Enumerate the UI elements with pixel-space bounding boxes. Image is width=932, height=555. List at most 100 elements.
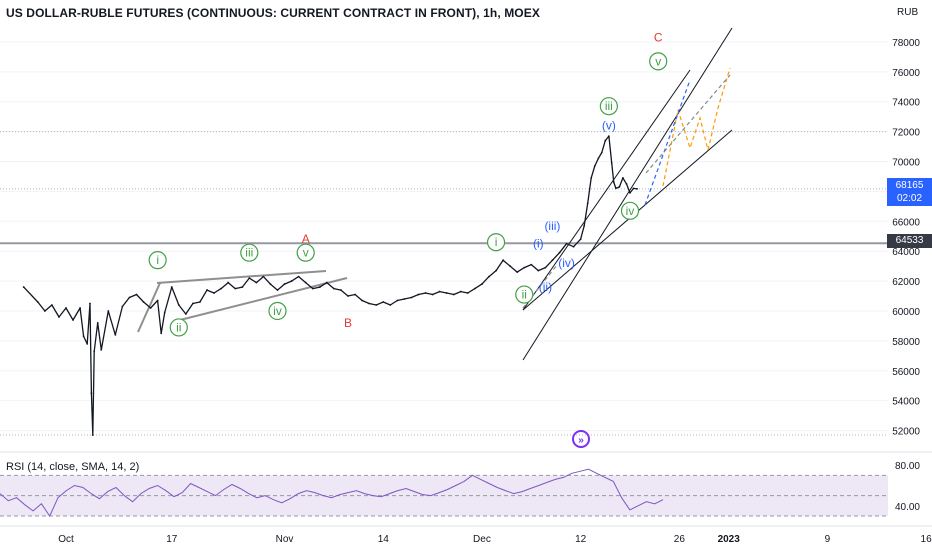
rsi-panel-group: 40.00 80.00 <box>0 451 932 518</box>
wave-label-circle <box>599 97 618 116</box>
price-point <box>325 281 328 284</box>
price-point <box>206 289 208 291</box>
price-point <box>170 286 173 288</box>
price-point <box>375 304 378 306</box>
triangle-line <box>137 282 161 333</box>
price-point <box>495 269 497 272</box>
x-tick-label: Nov <box>276 534 294 545</box>
price-point <box>269 283 272 285</box>
price-point <box>79 307 81 309</box>
price-point <box>452 293 455 296</box>
elliott-channel-line <box>522 69 691 311</box>
price-point <box>565 242 568 245</box>
price-point <box>382 301 385 303</box>
wave-label-text: B <box>344 316 352 330</box>
wave-label-text: (ii) <box>539 280 552 294</box>
price-point <box>600 151 603 154</box>
wave-label-text: (v) <box>602 119 616 133</box>
price-point <box>622 177 624 179</box>
rsi-indicator-label[interactable]: RSI (14, close, SMA, 14, 2) <box>6 461 140 473</box>
y-tick-label: 58000 <box>892 337 920 348</box>
price-point <box>234 287 237 290</box>
price-point <box>459 290 462 293</box>
wave-label-circle <box>620 201 640 220</box>
wave-label-circle <box>296 243 315 262</box>
wave-label-text: iv <box>626 204 635 218</box>
y-tick-label: 72000 <box>892 128 920 139</box>
price-point <box>89 302 91 305</box>
price-point <box>262 275 265 278</box>
price-point <box>625 183 628 185</box>
wave-label-circle <box>515 285 534 304</box>
price-point <box>610 162 613 164</box>
price-point <box>629 191 631 194</box>
price-point <box>537 269 540 272</box>
price-point <box>403 298 406 300</box>
price-series-line <box>23 135 638 436</box>
y-tick-label: 52000 <box>892 427 920 438</box>
wave-label-text: C <box>654 30 663 44</box>
wave-label-text: iii <box>605 99 613 113</box>
y-tick-label: 76000 <box>892 68 920 79</box>
price-point <box>72 319 74 321</box>
price-point <box>220 287 223 290</box>
x-tick-label: Dec <box>473 534 491 545</box>
price-point <box>474 287 476 290</box>
price-point <box>65 307 67 309</box>
y-tick-label: 60000 <box>892 307 920 318</box>
price-point <box>290 280 293 282</box>
price-point <box>632 187 635 190</box>
events-icon[interactable]: » <box>572 430 590 448</box>
price-point <box>160 332 163 335</box>
price-point <box>90 392 93 395</box>
wave-label-circle <box>240 243 259 262</box>
price-point <box>93 350 96 353</box>
price-point <box>438 290 441 293</box>
wave-label-text: iii <box>245 246 253 260</box>
price-point <box>590 177 593 179</box>
y-tick-label: 62000 <box>892 277 920 288</box>
price-point <box>583 224 586 227</box>
wave-label-text: (iv) <box>558 256 575 270</box>
projection-grey-path <box>645 74 731 174</box>
price-point <box>466 292 469 294</box>
price-point <box>424 292 427 294</box>
price-point <box>636 188 638 190</box>
price-point <box>135 293 138 296</box>
price-point <box>396 299 399 302</box>
price-point <box>612 181 615 184</box>
price-point <box>128 296 131 299</box>
wave-label-circle <box>169 318 188 337</box>
wave-label-circle <box>268 301 287 321</box>
price-point <box>107 310 110 312</box>
price-point <box>156 299 159 302</box>
price-point <box>618 186 621 188</box>
price-point <box>36 301 39 303</box>
x-tick-label: 12 <box>575 534 587 545</box>
price-point <box>558 251 561 254</box>
y-tick-label: 54000 <box>892 397 920 408</box>
price-unit-label: RUB <box>897 7 919 18</box>
current-price-badge: 68165 02:02 <box>887 178 932 206</box>
y-tick-label: 70000 <box>892 158 920 169</box>
price-point <box>516 271 519 274</box>
price-point <box>368 302 371 305</box>
price-point <box>509 265 512 268</box>
price-point <box>43 310 46 312</box>
rsi-y-tick-label: 80.00 <box>895 461 920 472</box>
price-point <box>579 238 582 241</box>
x-tick-label: 9 <box>825 534 831 545</box>
wave-label-text: v <box>655 54 661 68</box>
price-point <box>114 333 117 336</box>
price-point <box>22 286 25 288</box>
price-point <box>615 187 617 190</box>
price-point <box>297 275 300 278</box>
x-tick-label: Oct <box>58 534 74 545</box>
price-point <box>184 313 187 315</box>
price-point <box>100 348 103 351</box>
triangle-line <box>175 277 348 322</box>
price-point <box>586 202 589 205</box>
price-point <box>604 139 607 142</box>
